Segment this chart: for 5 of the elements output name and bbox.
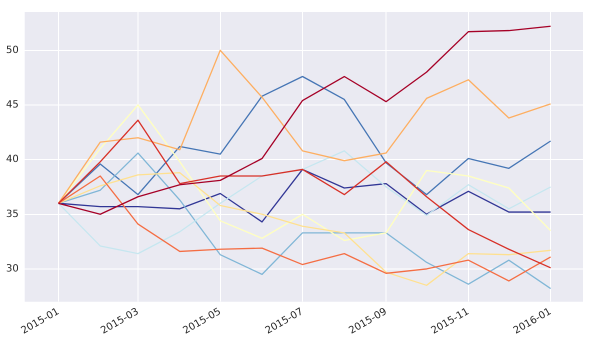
y-tick-label: 35 xyxy=(6,208,19,220)
y-tick-label: 45 xyxy=(6,100,19,111)
y-tick-label: 40 xyxy=(6,154,19,166)
y-tick-label: 50 xyxy=(6,44,19,56)
y-tick-label: 30 xyxy=(6,264,19,275)
